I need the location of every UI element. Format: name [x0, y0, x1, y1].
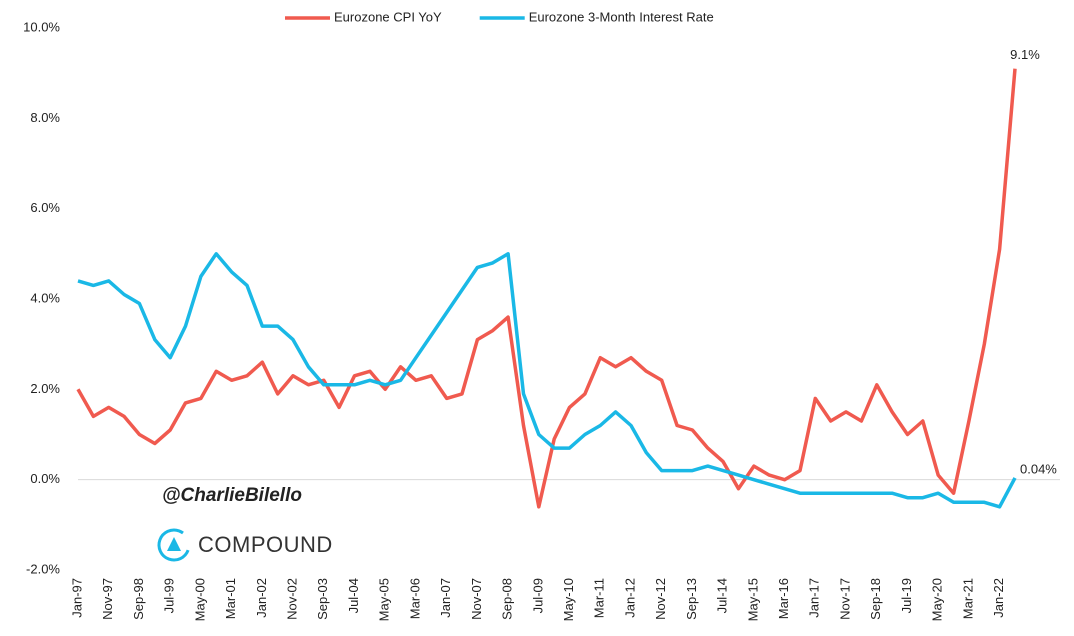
- y-tick-label: 2.0%: [30, 381, 60, 396]
- watermark-handle: @CharlieBilello: [162, 485, 302, 506]
- y-tick-label: 8.0%: [30, 110, 60, 125]
- x-tick-label: Nov-02: [284, 578, 299, 620]
- x-tick-label: Sep-08: [500, 578, 515, 620]
- x-tick-label: Nov-17: [837, 578, 852, 620]
- x-tick-label: May-10: [561, 578, 576, 621]
- line-series: [76, 68, 1017, 509]
- x-tick-label: Jan-12: [622, 578, 637, 618]
- x-tick-label: May-20: [930, 578, 945, 621]
- legend-label: Eurozone CPI YoY: [334, 9, 442, 24]
- x-tick-label: Mar-16: [776, 578, 791, 619]
- compound-logo: [157, 528, 191, 562]
- x-tick-label: Nov-97: [100, 578, 115, 620]
- x-tick-label: Jul-14: [715, 578, 730, 613]
- x-tick-label: Mar-21: [960, 578, 975, 619]
- y-tick-label: -2.0%: [26, 561, 60, 576]
- line-series: [77, 252, 1017, 509]
- watermark-brand: COMPOUND: [198, 532, 333, 557]
- x-tick-label: Nov-07: [469, 578, 484, 620]
- x-tick-label: Jul-19: [899, 578, 914, 613]
- x-tick-label: Jan-22: [991, 578, 1006, 618]
- x-tick-label: Mar-06: [407, 578, 422, 619]
- x-tick-label: Mar-01: [223, 578, 238, 619]
- data-label: 0.04%: [1020, 461, 1057, 476]
- y-tick-label: 6.0%: [30, 200, 60, 215]
- x-tick-label: Jan-07: [438, 578, 453, 618]
- x-tick-label: Jan-97: [69, 578, 84, 618]
- x-tick-label: May-15: [745, 578, 760, 621]
- x-tick-label: Sep-03: [315, 578, 330, 620]
- y-tick-label: 10.0%: [23, 19, 60, 34]
- x-tick-label: May-00: [192, 578, 207, 621]
- data-label: 9.1%: [1010, 47, 1040, 62]
- x-tick-label: Sep-98: [131, 578, 146, 620]
- y-tick-label: 0.0%: [30, 471, 60, 486]
- x-tick-label: Jan-17: [807, 578, 822, 618]
- x-tick-label: Nov-12: [653, 578, 668, 620]
- x-tick-label: Sep-18: [868, 578, 883, 620]
- x-tick-label: May-05: [377, 578, 392, 621]
- x-tick-label: Sep-13: [684, 578, 699, 620]
- x-tick-label: Jul-09: [530, 578, 545, 613]
- y-tick-label: 4.0%: [30, 290, 60, 305]
- x-tick-label: Mar-11: [592, 578, 607, 618]
- x-tick-label: Jul-04: [346, 578, 361, 613]
- x-tick-label: Jul-99: [162, 578, 177, 613]
- legend-label: Eurozone 3-Month Interest Rate: [529, 9, 714, 24]
- x-tick-label: Jan-02: [254, 578, 269, 618]
